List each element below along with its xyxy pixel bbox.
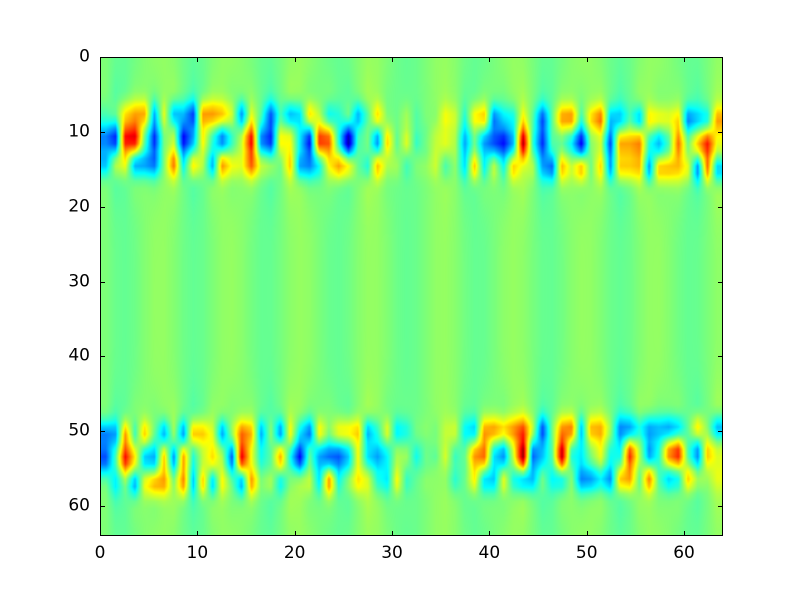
x-tick-label: 60 xyxy=(673,543,695,563)
x-tick-mark xyxy=(295,531,296,536)
y-tick-mark-right xyxy=(718,282,723,283)
y-tick-label: 30 xyxy=(68,271,90,292)
x-tick-mark-top xyxy=(489,57,490,62)
x-tick-label: 10 xyxy=(186,543,209,563)
y-tick-mark-right xyxy=(718,356,723,357)
y-tick-label: 0 xyxy=(79,46,90,67)
x-tick-mark xyxy=(197,531,198,536)
x-tick-mark xyxy=(489,531,490,536)
x-tick-label: 20 xyxy=(283,543,306,563)
y-tick-mark xyxy=(100,132,105,133)
y-tick-mark-right xyxy=(718,207,723,208)
y-tick-mark xyxy=(100,356,105,357)
x-tick-label: 0 xyxy=(94,543,106,563)
x-tick-mark xyxy=(392,531,393,536)
y-tick-mark xyxy=(100,506,105,507)
y-tick-label: 20 xyxy=(68,196,90,217)
x-tick-mark xyxy=(100,531,101,536)
heatmap-image xyxy=(101,58,722,535)
y-tick-mark xyxy=(100,282,105,283)
x-tick-mark-top xyxy=(197,57,198,62)
x-tick-mark xyxy=(684,531,685,536)
x-tick-mark-top xyxy=(295,57,296,62)
x-tick-label: 30 xyxy=(381,543,403,563)
y-tick-label: 10 xyxy=(68,121,90,142)
y-tick-label: 60 xyxy=(68,495,90,516)
y-tick-mark-right xyxy=(718,431,723,432)
heatmap-axes xyxy=(100,57,723,536)
x-tick-label: 40 xyxy=(478,543,501,563)
y-tick-mark-right xyxy=(718,57,723,58)
x-tick-mark xyxy=(587,531,588,536)
y-tick-label: 40 xyxy=(68,345,90,366)
y-tick-mark xyxy=(100,57,105,58)
x-tick-mark-top xyxy=(587,57,588,62)
y-tick-label: 50 xyxy=(68,420,90,441)
y-tick-mark xyxy=(100,207,105,208)
y-tick-mark-right xyxy=(718,506,723,507)
x-tick-mark-top xyxy=(684,57,685,62)
y-tick-mark xyxy=(100,431,105,432)
x-tick-mark-top xyxy=(100,57,101,62)
x-tick-label: 50 xyxy=(575,543,598,563)
y-tick-mark-right xyxy=(718,132,723,133)
x-tick-mark-top xyxy=(392,57,393,62)
